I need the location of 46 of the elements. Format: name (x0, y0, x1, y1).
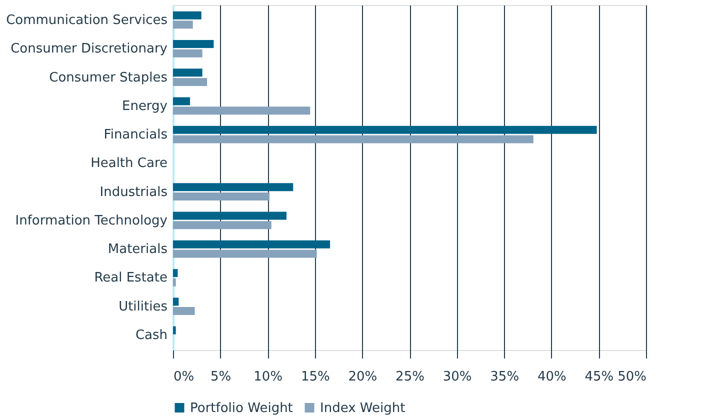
bar (173, 20, 193, 29)
bar (173, 269, 178, 278)
y-tick-label: Information Technology (15, 213, 168, 228)
bar (173, 240, 330, 248)
bar (173, 212, 287, 220)
y-tick-label: Industrials (100, 184, 168, 200)
bar (173, 97, 190, 106)
y-tick-label: Consumer Discretionary (10, 42, 168, 57)
x-tick-label: 15% (300, 370, 330, 384)
y-tick-label: Energy (122, 98, 168, 114)
x-tick-label: 10% (254, 370, 283, 384)
bar (173, 40, 214, 48)
bar (173, 306, 195, 315)
bar (173, 183, 294, 192)
y-tick-label: Cash (135, 328, 168, 343)
bar (173, 326, 176, 334)
legend-label: Index Weight (320, 400, 406, 416)
y-tick-label: Real Estate (94, 270, 168, 286)
x-tick-label: 5% (210, 370, 232, 384)
y-tick-label: Materials (108, 242, 168, 258)
x-tick-label: 25% (396, 370, 424, 384)
y-tick-label: Utilities (118, 299, 168, 314)
bar (173, 278, 176, 286)
bar (173, 68, 202, 77)
y-tick-label: Communication Services (6, 13, 168, 28)
bar (173, 250, 317, 258)
y-tick-label: Financials (104, 128, 168, 143)
x-tick-label: 45% (584, 370, 614, 384)
bar (173, 192, 270, 200)
bar (173, 49, 202, 58)
bar (173, 78, 208, 86)
x-tick-label: 35% (490, 370, 520, 384)
bar (173, 106, 310, 115)
bar (173, 221, 272, 230)
bar (173, 298, 179, 306)
x-tick-label: 0% (174, 370, 194, 384)
y-tick-label: Consumer Staples (49, 70, 168, 86)
x-tick-label: 50% (618, 370, 646, 384)
legend-label: Portfolio Weight (190, 400, 293, 416)
x-tick-label: 30% (442, 370, 472, 384)
y-tick-label: Health Care (90, 156, 168, 172)
bar (173, 126, 597, 134)
x-tick-label: 20% (348, 370, 378, 384)
bar (173, 135, 534, 144)
bar (173, 11, 202, 20)
x-tick-label: 40% (537, 370, 566, 384)
